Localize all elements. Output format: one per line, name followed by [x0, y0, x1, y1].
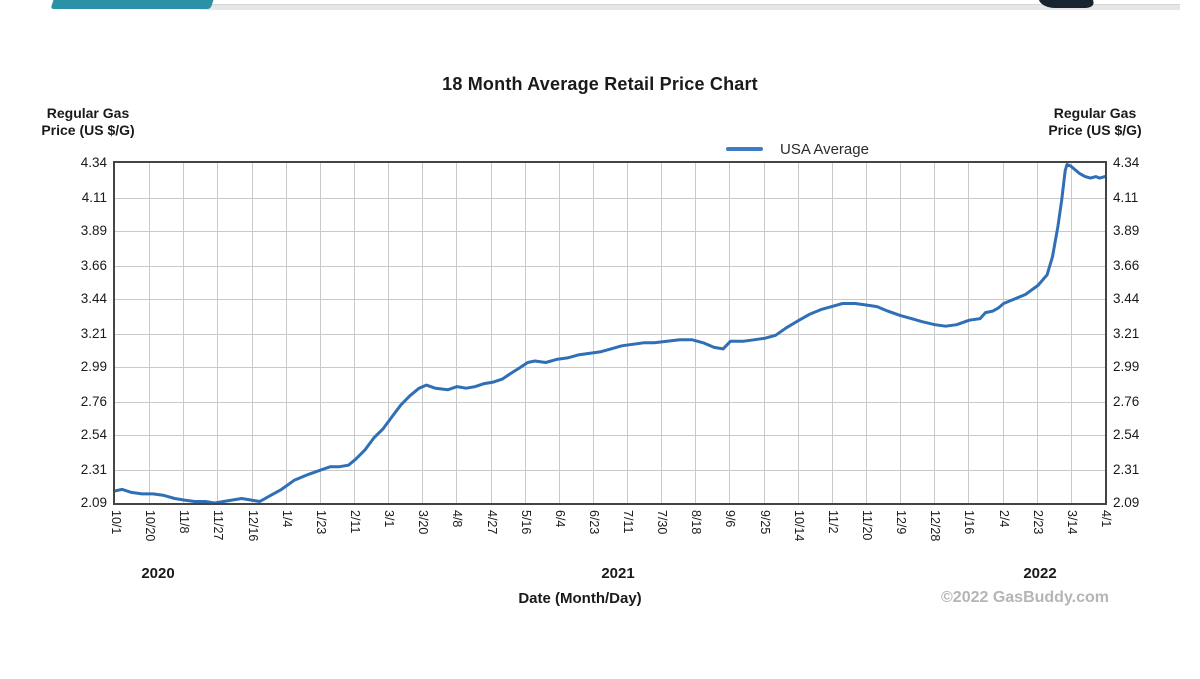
x-tick-label: 1/23 [313, 510, 328, 535]
y-tick-label: 3.44 [80, 291, 107, 306]
y-tick-label: 4.11 [1113, 189, 1139, 205]
plot-area [113, 161, 1107, 505]
x-tick-label: 7/11 [621, 510, 636, 534]
y-tick-label: 3.89 [1113, 223, 1140, 238]
x-tick-label: 12/16 [245, 510, 260, 542]
y-tick-label: 4.34 [80, 155, 107, 170]
x-tick-label: 4/1 [1099, 510, 1113, 528]
x-tick-label: 7/30 [655, 510, 670, 535]
x-tick-label: 10/20 [143, 510, 158, 542]
x-tick-label: 11/20 [860, 510, 875, 541]
x-tick-label: 2/11 [347, 510, 362, 534]
x-tick-label: 3/20 [416, 510, 431, 535]
cropped-logo [1039, 0, 1095, 8]
usa-average-line [115, 163, 1105, 503]
y-tick-label: 2.99 [80, 359, 107, 374]
y-tick-label: 4.11 [81, 189, 107, 205]
y-tick-label: 2.76 [80, 393, 107, 409]
progress-bar-fill [50, 0, 214, 9]
y-tick-label: 2.54 [80, 427, 107, 442]
x-axis-title: Date (Month/Day) [518, 590, 642, 607]
y-tick-label: 3.21 [80, 325, 107, 341]
y-axis-title-left-line2: Price (US $/G) [41, 122, 135, 138]
x-tick-label: 8/18 [689, 510, 704, 535]
x-tick-label: 11/27 [211, 510, 226, 541]
x-tick-label: 10/14 [791, 510, 806, 542]
progress-bar-track [200, 4, 1180, 10]
x-tick-label: 2/23 [1030, 510, 1045, 535]
y-tick-label: 2.31 [80, 461, 107, 477]
x-tick-label: 1/16 [962, 510, 977, 535]
y-tick-label: 3.44 [1113, 291, 1140, 306]
x-tick-label: 4/27 [484, 510, 499, 535]
y-axis-title-right-line2: Price (US $/G) [1048, 122, 1142, 138]
legend-line-swatch [726, 147, 763, 151]
y-tick-label: 2.31 [1113, 461, 1140, 477]
x-tick-label: 6/23 [586, 510, 601, 535]
x-tick-label: 3/1 [382, 510, 397, 528]
chart-title: 18 Month Average Retail Price Chart [442, 74, 758, 94]
y-tick-label: 3.66 [80, 257, 107, 273]
legend: USA Average [726, 139, 869, 159]
year-label-2021: 2021 [601, 565, 635, 582]
x-tick-label: 10/1 [109, 510, 123, 535]
y-tick-label: 3.66 [1113, 257, 1140, 273]
year-label-2022: 2022 [1023, 565, 1057, 582]
x-tick-label: 4/8 [450, 510, 465, 528]
y-axis-title-left-line1: Regular Gas [46, 105, 130, 121]
x-tick-label: 3/14 [1064, 510, 1079, 535]
year-label-2020: 2020 [141, 565, 175, 582]
y-axis-title-right: Regular Gas Price (US $/G) [1015, 105, 1175, 139]
x-tick-label: 1/4 [279, 510, 294, 528]
y-tick-label: 2.76 [1113, 393, 1140, 409]
y-tick-label: 3.89 [80, 223, 107, 238]
y-axis-title-left: Regular Gas Price (US $/G) [8, 105, 168, 139]
legend-label: USA Average [780, 140, 869, 158]
x-tick-label: 2/4 [996, 510, 1011, 528]
x-tick-label: 9/25 [757, 510, 772, 535]
x-tick-label: 11/2 [825, 510, 840, 534]
y-tick-label: 2.09 [80, 495, 107, 510]
x-tick-label: 5/16 [518, 510, 533, 535]
price-line-chart [115, 163, 1105, 503]
y-tick-label: 2.54 [1113, 427, 1140, 442]
x-tick-label: 11/8 [177, 510, 192, 534]
copyright-watermark: ©2022 GasBuddy.com [941, 589, 1109, 606]
y-tick-label: 4.34 [1113, 155, 1140, 170]
y-axis-title-right-line1: Regular Gas [1053, 105, 1137, 121]
y-tick-label: 2.99 [1113, 359, 1140, 374]
x-tick-label: 9/6 [723, 510, 738, 528]
x-tick-label: 12/28 [928, 510, 943, 542]
x-tick-label: 6/4 [552, 510, 567, 528]
y-tick-label: 2.09 [1113, 495, 1140, 510]
x-tick-label: 12/9 [894, 510, 909, 535]
y-tick-label: 3.21 [1113, 325, 1140, 341]
